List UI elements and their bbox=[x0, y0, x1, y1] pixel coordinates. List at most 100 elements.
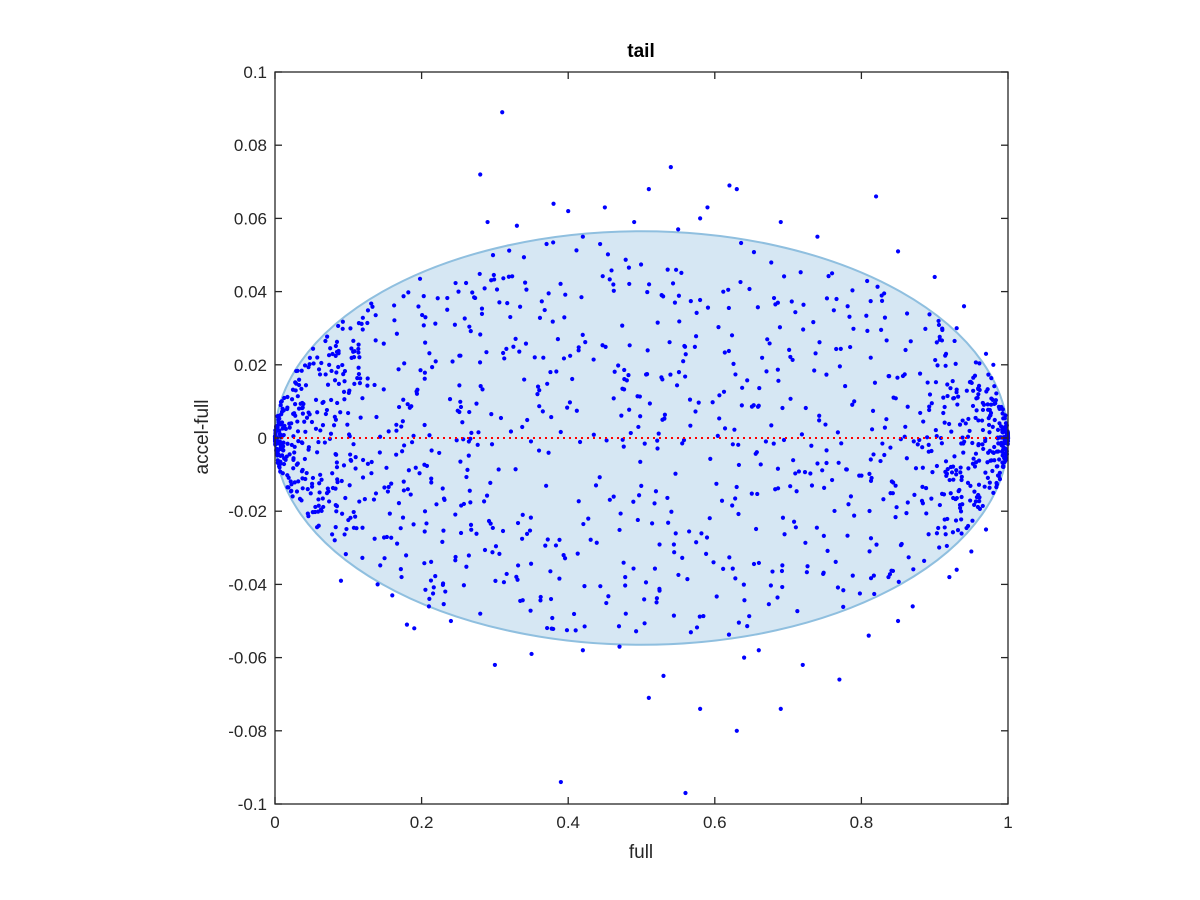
data-point bbox=[775, 300, 781, 305]
data-point bbox=[570, 376, 575, 382]
data-point bbox=[958, 465, 963, 470]
data-point bbox=[277, 465, 282, 470]
data-point bbox=[834, 346, 839, 352]
data-point bbox=[377, 450, 382, 455]
data-point bbox=[465, 467, 470, 472]
data-point bbox=[417, 276, 423, 281]
data-point bbox=[939, 441, 944, 446]
data-point bbox=[985, 475, 990, 480]
data-point bbox=[345, 422, 350, 427]
data-point bbox=[636, 493, 642, 498]
data-point bbox=[777, 325, 783, 330]
data-point bbox=[627, 281, 632, 287]
data-point bbox=[517, 349, 522, 354]
data-point bbox=[882, 452, 887, 458]
data-point bbox=[970, 403, 976, 409]
data-point bbox=[489, 411, 494, 417]
data-point bbox=[586, 516, 591, 521]
data-point bbox=[315, 355, 320, 360]
data-point bbox=[605, 252, 611, 257]
data-point bbox=[791, 519, 797, 524]
data-point bbox=[850, 288, 855, 293]
data-point bbox=[967, 380, 973, 385]
data-point bbox=[634, 629, 639, 634]
data-point bbox=[521, 255, 527, 260]
data-point bbox=[623, 583, 628, 588]
data-point bbox=[721, 389, 727, 394]
data-point bbox=[389, 481, 394, 486]
data-point bbox=[635, 394, 640, 399]
data-point bbox=[987, 485, 992, 490]
data-point bbox=[755, 305, 760, 310]
data-point bbox=[977, 387, 982, 393]
data-point bbox=[316, 503, 321, 508]
data-point bbox=[790, 357, 795, 363]
data-point bbox=[351, 442, 356, 447]
data-point bbox=[295, 429, 301, 434]
data-point bbox=[545, 537, 550, 542]
data-point bbox=[959, 531, 964, 536]
data-point bbox=[890, 491, 895, 496]
data-point bbox=[683, 352, 688, 357]
data-point bbox=[833, 559, 838, 564]
data-point bbox=[921, 419, 926, 424]
data-point bbox=[504, 346, 509, 351]
data-point bbox=[453, 558, 458, 563]
data-point bbox=[734, 728, 739, 733]
data-point bbox=[349, 346, 354, 351]
data-point bbox=[972, 502, 977, 508]
data-point bbox=[453, 554, 458, 560]
data-point bbox=[360, 525, 365, 530]
data-point bbox=[782, 532, 787, 537]
data-point bbox=[996, 473, 1001, 479]
data-point bbox=[832, 508, 837, 514]
data-point bbox=[771, 295, 777, 301]
data-point bbox=[956, 394, 961, 399]
data-point bbox=[815, 234, 820, 239]
data-point bbox=[665, 495, 670, 501]
data-point bbox=[801, 302, 806, 307]
data-point bbox=[994, 485, 999, 490]
data-point bbox=[455, 408, 460, 413]
data-point bbox=[966, 416, 971, 422]
data-point bbox=[980, 442, 985, 447]
data-point bbox=[514, 574, 519, 579]
data-point bbox=[990, 424, 995, 429]
data-point bbox=[727, 183, 732, 188]
data-point bbox=[283, 426, 288, 432]
data-point bbox=[955, 528, 961, 533]
data-point bbox=[687, 529, 692, 534]
data-point bbox=[976, 482, 982, 487]
data-point bbox=[683, 790, 688, 796]
data-point bbox=[573, 628, 578, 633]
data-point bbox=[515, 520, 521, 526]
data-point bbox=[822, 485, 827, 490]
data-point bbox=[515, 563, 521, 568]
data-point bbox=[945, 382, 950, 387]
data-point bbox=[604, 438, 609, 443]
data-point bbox=[289, 482, 294, 487]
data-point bbox=[972, 373, 978, 378]
data-point bbox=[970, 440, 975, 446]
data-point bbox=[705, 305, 711, 310]
data-point bbox=[742, 598, 747, 603]
data-point bbox=[824, 460, 829, 466]
data-point bbox=[705, 205, 710, 210]
data-point bbox=[619, 413, 624, 418]
data-point bbox=[441, 528, 446, 533]
data-point bbox=[558, 281, 563, 286]
data-point bbox=[370, 304, 375, 309]
data-point bbox=[422, 561, 427, 566]
data-point bbox=[941, 492, 947, 497]
data-point bbox=[622, 377, 627, 382]
data-point bbox=[577, 439, 583, 445]
data-point bbox=[281, 432, 286, 438]
data-point bbox=[971, 388, 976, 393]
data-point bbox=[959, 517, 964, 522]
data-point bbox=[468, 329, 473, 334]
data-point bbox=[360, 475, 366, 480]
data-point bbox=[948, 464, 954, 470]
data-point bbox=[305, 511, 310, 516]
data-point bbox=[603, 344, 608, 349]
data-point bbox=[817, 413, 822, 418]
